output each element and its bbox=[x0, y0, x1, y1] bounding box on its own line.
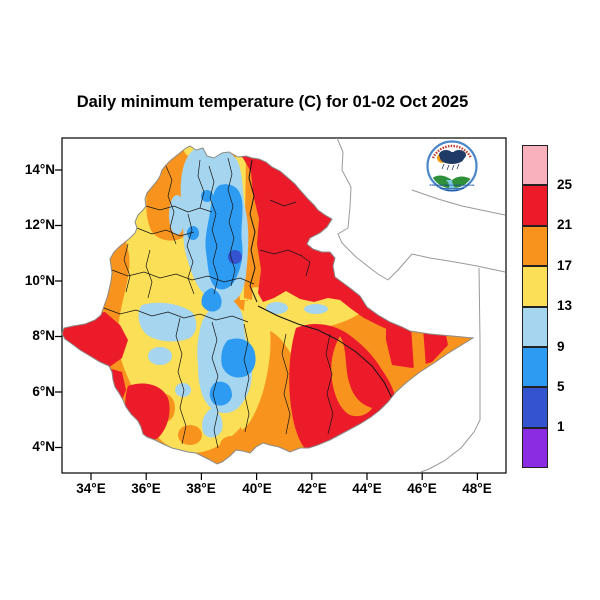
logo-arc-text bbox=[431, 144, 473, 159]
page-title: Daily minimum temperature (C) for 01-02 … bbox=[76, 93, 469, 111]
legend-label: 25 bbox=[557, 177, 573, 192]
x-axis-tick-label: 44°E bbox=[352, 481, 382, 496]
y-axis-tick-label: 12°N bbox=[24, 217, 55, 232]
x-axis-tick-label: 46°E bbox=[407, 481, 437, 496]
y-axis-tick-label: 8°N bbox=[32, 328, 55, 343]
legend-label: 21 bbox=[557, 217, 573, 232]
y-axis-tick-label: 14°N bbox=[24, 162, 55, 177]
x-axis-tick-label: 42°E bbox=[297, 481, 327, 496]
legend-label: 13 bbox=[557, 298, 573, 313]
y-axis-tick-label: 10°N bbox=[24, 273, 55, 288]
legend-swatch bbox=[522, 266, 548, 307]
legend-swatch bbox=[522, 225, 548, 267]
legend-swatch bbox=[522, 306, 548, 347]
admin-boundaries bbox=[103, 157, 446, 449]
neighbor-borders bbox=[336, 137, 506, 473]
legend-label: 9 bbox=[557, 339, 565, 354]
ethiopia-outline bbox=[61, 145, 475, 465]
legend-label: 1 bbox=[557, 419, 565, 434]
y-axis-tick-label: 4°N bbox=[32, 439, 55, 454]
x-axis-tick-label: 48°E bbox=[462, 481, 492, 496]
coldest-spot bbox=[228, 250, 242, 264]
legend-swatch bbox=[522, 427, 548, 469]
x-axis-tick-label: 34°E bbox=[76, 481, 106, 496]
legend-label: 5 bbox=[557, 379, 565, 394]
x-axis-tick-label: 40°E bbox=[242, 481, 272, 496]
legend-swatch bbox=[522, 185, 548, 226]
x-axis-tick-label: 36°E bbox=[131, 481, 161, 496]
legend-swatch bbox=[522, 387, 548, 428]
legend-label: 17 bbox=[557, 258, 573, 273]
y-axis-tick-label: 6°N bbox=[32, 384, 55, 399]
hills-icon bbox=[429, 175, 475, 188]
axis-ticks bbox=[55, 169, 478, 480]
logo-underline bbox=[440, 188, 464, 191]
rain-icon bbox=[441, 163, 460, 171]
legend-swatch bbox=[522, 145, 548, 186]
legend-swatch bbox=[522, 347, 548, 388]
x-axis-tick-label: 38°E bbox=[186, 481, 216, 496]
cloud-icon bbox=[439, 150, 466, 164]
logo-subtext: Ethiopian Meteorology Institute bbox=[430, 183, 475, 187]
emi-logo: Ethiopian Meteorology Institute bbox=[426, 140, 478, 192]
